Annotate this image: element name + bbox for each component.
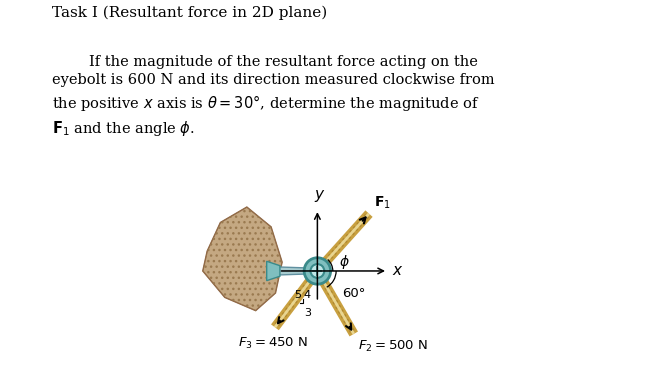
Circle shape bbox=[310, 264, 324, 278]
Text: If the magnitude of the resultant force acting on the
eyebolt is 600 N and its d: If the magnitude of the resultant force … bbox=[52, 55, 494, 138]
Circle shape bbox=[304, 258, 330, 284]
Text: $\phi$: $\phi$ bbox=[339, 253, 350, 271]
Text: 60°: 60° bbox=[342, 287, 365, 300]
Polygon shape bbox=[267, 261, 280, 281]
Text: 3: 3 bbox=[304, 308, 311, 318]
Text: Task I (Resultant force in 2D plane): Task I (Resultant force in 2D plane) bbox=[52, 6, 327, 20]
Text: 5: 5 bbox=[294, 291, 301, 300]
Text: $y$: $y$ bbox=[314, 188, 325, 204]
Text: $F_3 = 450$ N: $F_3 = 450$ N bbox=[238, 336, 308, 351]
Text: $F_2 = 500$ N: $F_2 = 500$ N bbox=[358, 339, 428, 355]
Text: $\mathbf{F}_1$: $\mathbf{F}_1$ bbox=[375, 195, 391, 211]
Text: $x$: $x$ bbox=[392, 264, 404, 278]
Polygon shape bbox=[203, 207, 282, 311]
Text: 4: 4 bbox=[304, 291, 311, 300]
Polygon shape bbox=[267, 266, 305, 275]
